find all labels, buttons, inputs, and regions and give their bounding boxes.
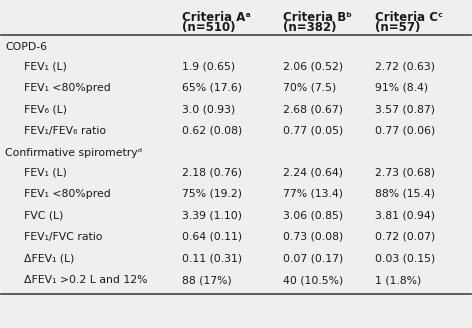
Text: ΔFEV₁ >0.2 L and 12%: ΔFEV₁ >0.2 L and 12% bbox=[24, 275, 148, 285]
Text: FEV₁ (L): FEV₁ (L) bbox=[24, 167, 67, 177]
Text: 0.11 (0.31): 0.11 (0.31) bbox=[182, 254, 242, 263]
Text: 88% (15.4): 88% (15.4) bbox=[375, 189, 435, 199]
Text: (n=510): (n=510) bbox=[182, 21, 236, 34]
Text: FEV₆ (L): FEV₆ (L) bbox=[24, 104, 67, 114]
Text: 3.57 (0.87): 3.57 (0.87) bbox=[375, 104, 435, 114]
Text: 0.07 (0.17): 0.07 (0.17) bbox=[283, 254, 343, 263]
Text: FEV₁ <80%pred: FEV₁ <80%pred bbox=[24, 83, 111, 93]
Text: 3.06 (0.85): 3.06 (0.85) bbox=[283, 210, 343, 220]
Text: 70% (7.5): 70% (7.5) bbox=[283, 83, 337, 93]
Text: 2.72 (0.63): 2.72 (0.63) bbox=[375, 61, 435, 71]
Text: 2.24 (0.64): 2.24 (0.64) bbox=[283, 167, 343, 177]
Text: Criteria Cᶜ: Criteria Cᶜ bbox=[375, 11, 443, 24]
Text: 0.72 (0.07): 0.72 (0.07) bbox=[375, 232, 435, 242]
Text: 0.62 (0.08): 0.62 (0.08) bbox=[182, 126, 242, 136]
Text: FEV₁/FVC ratio: FEV₁/FVC ratio bbox=[24, 232, 103, 242]
Text: 77% (13.4): 77% (13.4) bbox=[283, 189, 343, 199]
Text: 3.81 (0.94): 3.81 (0.94) bbox=[375, 210, 435, 220]
Text: 91% (8.4): 91% (8.4) bbox=[375, 83, 428, 93]
Text: 1.9 (0.65): 1.9 (0.65) bbox=[182, 61, 235, 71]
Text: 3.39 (1.10): 3.39 (1.10) bbox=[182, 210, 242, 220]
Text: 2.73 (0.68): 2.73 (0.68) bbox=[375, 167, 435, 177]
Text: 0.77 (0.05): 0.77 (0.05) bbox=[283, 126, 343, 136]
Text: 0.64 (0.11): 0.64 (0.11) bbox=[182, 232, 242, 242]
Text: FEV₁ <80%pred: FEV₁ <80%pred bbox=[24, 189, 111, 199]
Text: FEV₁/FEV₆ ratio: FEV₁/FEV₆ ratio bbox=[24, 126, 106, 136]
Text: 0.77 (0.06): 0.77 (0.06) bbox=[375, 126, 435, 136]
Text: COPD-6: COPD-6 bbox=[5, 42, 47, 52]
Text: ΔFEV₁ (L): ΔFEV₁ (L) bbox=[24, 254, 75, 263]
Text: FEV₁ (L): FEV₁ (L) bbox=[24, 61, 67, 71]
Text: FVC (L): FVC (L) bbox=[24, 210, 64, 220]
Text: 3.0 (0.93): 3.0 (0.93) bbox=[182, 104, 235, 114]
Text: 75% (19.2): 75% (19.2) bbox=[182, 189, 242, 199]
Text: 2.68 (0.67): 2.68 (0.67) bbox=[283, 104, 343, 114]
Text: 2.06 (0.52): 2.06 (0.52) bbox=[283, 61, 343, 71]
Text: (n=57): (n=57) bbox=[375, 21, 420, 34]
Text: Confirmative spirometryᵈ: Confirmative spirometryᵈ bbox=[5, 149, 143, 158]
Text: Criteria Aᵃ: Criteria Aᵃ bbox=[182, 11, 251, 24]
Text: Criteria Bᵇ: Criteria Bᵇ bbox=[283, 11, 352, 24]
Text: 1 (1.8%): 1 (1.8%) bbox=[375, 275, 421, 285]
Text: 0.03 (0.15): 0.03 (0.15) bbox=[375, 254, 435, 263]
Text: 40 (10.5%): 40 (10.5%) bbox=[283, 275, 343, 285]
Text: 0.73 (0.08): 0.73 (0.08) bbox=[283, 232, 343, 242]
Text: (n=382): (n=382) bbox=[283, 21, 337, 34]
Text: 88 (17%): 88 (17%) bbox=[182, 275, 232, 285]
Text: 65% (17.6): 65% (17.6) bbox=[182, 83, 242, 93]
Text: 2.18 (0.76): 2.18 (0.76) bbox=[182, 167, 242, 177]
